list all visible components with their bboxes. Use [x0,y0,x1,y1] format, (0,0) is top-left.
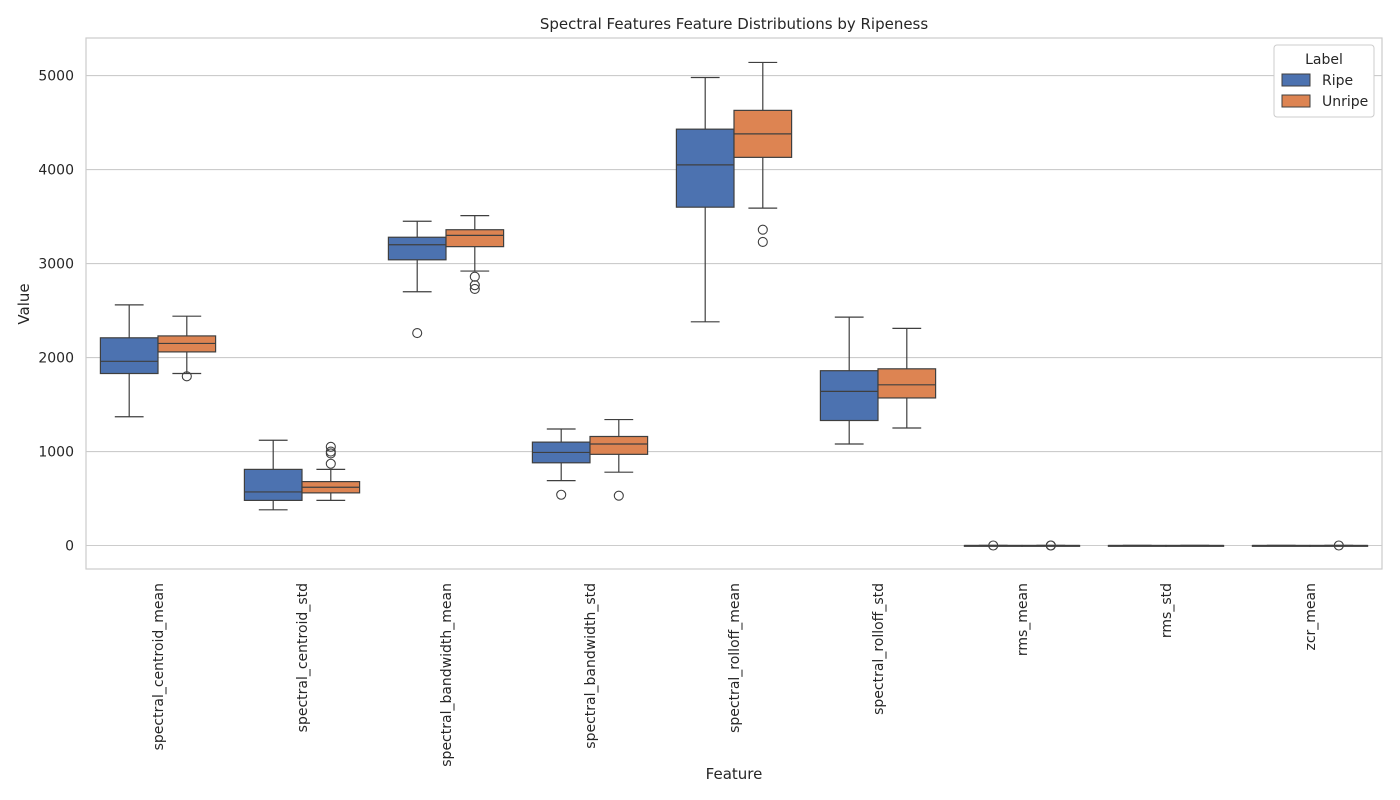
box-unripe-rms_mean [1021,540,1081,551]
x-tick-label: spectral_bandwidth_mean [439,583,455,767]
x-tick-labels: spectral_centroid_mean spectral_centroid_… [151,583,1319,767]
box-unripe-spectral_rolloff_mean [733,61,793,247]
outlier-point [1045,540,1056,551]
box-body [589,435,649,455]
y-tick-label: 0 [65,539,74,555]
y-tick-label: 5000 [38,69,74,85]
outlier-point [556,489,567,500]
box-ripe-spectral_bandwidth_std [531,428,591,500]
box-body [387,236,447,261]
x-axis-label: Feature [706,765,763,783]
outlier-point [757,236,768,247]
box-body [243,468,303,501]
legend-swatch-unripe [1281,94,1311,108]
box-body [819,370,879,422]
box-unripe-spectral_bandwidth_mean [445,215,505,294]
box-body [99,337,159,375]
box-unripe-rms_std [1165,544,1225,547]
outlier-point [412,328,423,339]
outlier-point [325,458,336,469]
legend-swatch-ripe [1281,73,1311,87]
box-series-group [99,61,1369,551]
x-tick-label: spectral_bandwidth_std [583,583,599,749]
box-unripe-spectral_bandwidth_std [589,418,649,501]
y-tick-labels: 0 1000 2000 3000 4000 5000 [38,69,74,555]
x-tick-label: spectral_centroid_std [295,583,311,732]
outlier-point [181,371,192,382]
box-ripe-spectral_bandwidth_mean [387,220,447,339]
x-tick-label: spectral_rolloff_mean [727,583,743,733]
box-ripe-spectral_centroid_std [243,439,303,511]
box-ripe-zcr_mean [1251,544,1311,547]
legend-title: Label [1305,52,1343,68]
y-tick-label: 3000 [38,257,74,273]
legend-label-unripe: Unripe [1322,94,1368,110]
box-ripe-rms_std [1107,544,1167,547]
box-body [445,229,505,248]
legend: Label Ripe Unripe [1273,44,1375,118]
chart-title: Spectral Features Feature Distributions … [540,15,929,33]
y-tick-label: 2000 [38,351,74,367]
plot-area-frame [85,37,1383,570]
outlier-point [325,441,336,452]
outlier-point [757,224,768,235]
box-body [675,128,735,208]
y-tick-label: 1000 [38,445,74,461]
x-tick-label: spectral_rolloff_std [871,583,887,715]
x-tick-label: rms_mean [1015,583,1031,656]
outlier-point [613,490,624,501]
box-unripe-spectral_centroid_std [301,441,361,501]
outlier-point [469,280,480,291]
legend-label-ripe: Ripe [1322,73,1353,89]
outlier-point [469,283,480,294]
x-tick-label: rms_std [1159,583,1175,638]
box-unripe-zcr_mean [1309,540,1369,551]
outlier-point [988,540,999,551]
box-ripe-spectral_rolloff_mean [675,76,735,323]
y-axis-label: Value [15,283,33,324]
x-tick-label: spectral_centroid_mean [151,583,167,750]
box-ripe-rms_mean [963,540,1023,551]
y-tick-label: 4000 [38,163,74,179]
box-unripe-spectral_rolloff_std [877,327,937,429]
outlier-point [1333,540,1344,551]
box-ripe-spectral_centroid_mean [99,304,159,418]
box-ripe-spectral_rolloff_std [819,316,879,445]
outlier-point [325,446,336,457]
box-unripe-spectral_centroid_mean [157,315,217,382]
outlier-point [469,271,480,282]
x-tick-label: zcr_mean [1303,583,1319,651]
box-body [877,368,937,399]
